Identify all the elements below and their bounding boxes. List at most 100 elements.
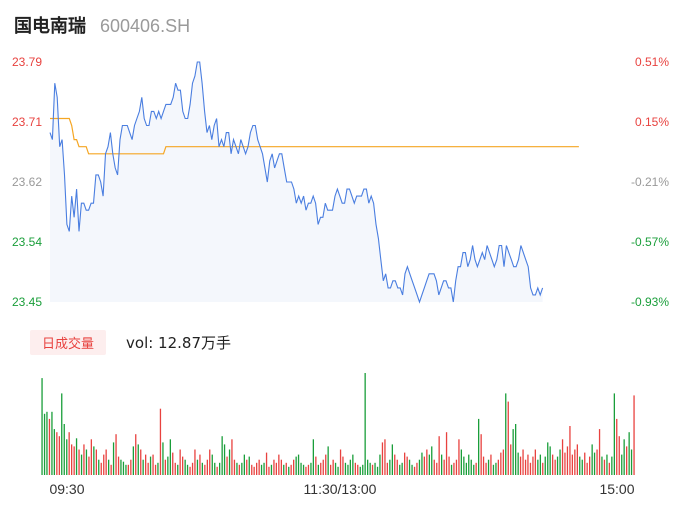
volume-bar: [186, 464, 189, 475]
x-axis-time-label: 11:30/13:00: [304, 481, 377, 497]
volume-bar: [512, 429, 514, 475]
volume-bar: [339, 449, 342, 475]
volume-bar: [532, 456, 534, 475]
volume-bar: [159, 408, 162, 475]
volume-bar: [621, 454, 623, 475]
y-axis-right-label: 0.15%: [635, 115, 669, 129]
volume-bar: [290, 464, 292, 475]
volume-bar: [280, 459, 282, 475]
stock-name: 国电南瑞: [14, 16, 86, 37]
volume-bar: [189, 466, 191, 475]
volume-bar: [80, 454, 83, 475]
volume-bar: [142, 459, 144, 475]
volume-bar: [487, 459, 490, 475]
volume-bar: [63, 424, 65, 475]
volume-bar: [332, 459, 334, 475]
volume-bar: [431, 446, 433, 475]
volume-bar: [556, 456, 559, 475]
volume-bar: [51, 411, 53, 475]
volume-bar: [228, 449, 231, 475]
volume-bar: [137, 444, 139, 475]
volume-bar: [177, 464, 179, 475]
x-axis-time-label: 09:30: [49, 481, 84, 497]
volume-bar: [576, 444, 578, 475]
volume-bar: [260, 464, 263, 475]
volume-bar: [125, 464, 127, 475]
volume-bar: [147, 462, 149, 475]
volume-bar: [433, 459, 435, 475]
volume-bar: [270, 464, 273, 475]
volume-bar: [145, 454, 147, 475]
volume-bar: [243, 454, 245, 475]
volume-bar: [135, 434, 137, 475]
y-axis-left-label: 23.71: [12, 115, 42, 129]
volume-bar: [256, 462, 258, 475]
volume-bar: [379, 454, 381, 475]
volume-bar: [127, 464, 129, 475]
volume-bar: [386, 462, 388, 475]
volume-bar: [505, 393, 507, 475]
volume-bar: [238, 464, 240, 475]
volume-bar: [162, 442, 164, 475]
volume-bar: [441, 454, 443, 475]
volume-bar: [265, 452, 268, 475]
volume-bar: [428, 454, 430, 475]
volume-bar: [519, 456, 522, 475]
volume-bar: [554, 459, 556, 475]
volume-bar: [391, 444, 393, 475]
volume-bar: [115, 434, 117, 475]
volume-bar: [105, 449, 107, 475]
volume-bar: [384, 439, 386, 475]
y-axis-left-label: 23.79: [12, 55, 42, 69]
volume-bar: [302, 464, 305, 475]
volume-bar: [246, 459, 248, 475]
volume-bar: [468, 454, 470, 475]
volume-bar: [552, 454, 554, 475]
volume-bar: [584, 452, 586, 475]
volume-bar: [140, 449, 142, 475]
y-axis-left-label: 23.45: [12, 295, 42, 309]
volume-bar: [53, 429, 55, 475]
volume-bar: [219, 462, 221, 475]
volume-bar: [623, 439, 625, 475]
volume-bar: [448, 456, 450, 475]
volume-bar: [112, 442, 115, 475]
volume-bar: [56, 432, 58, 475]
volume-bar: [297, 454, 300, 475]
volume-bar: [342, 456, 344, 475]
volume-bar: [174, 462, 176, 475]
volume-bar: [66, 439, 68, 475]
volume-bar: [152, 454, 154, 475]
volume-bar: [253, 466, 255, 475]
y-axis-left-label: 23.62: [12, 175, 42, 189]
volume-bar: [85, 449, 88, 475]
volume-bar: [611, 456, 613, 475]
volume-bar: [559, 449, 561, 475]
volume-bar: [601, 456, 603, 475]
volume-tag[interactable]: 日成交量: [30, 330, 107, 355]
volume-bar: [327, 446, 329, 475]
volume-bar: [376, 466, 379, 475]
volume-bar: [470, 459, 472, 475]
volume-bar: [78, 449, 80, 475]
volume-bar: [206, 459, 208, 475]
volume-bar: [598, 429, 601, 475]
volume-bar: [517, 452, 519, 475]
volume-bar: [167, 456, 169, 475]
volume-bar: [455, 459, 458, 475]
volume-bar: [549, 446, 551, 475]
volume-bar: [71, 444, 73, 475]
volume-bar: [337, 466, 339, 475]
volume-bar: [362, 464, 364, 475]
volume-bar: [310, 462, 312, 475]
y-axis-right-label: 0.51%: [635, 55, 669, 69]
volume-bar: [194, 449, 196, 475]
volume-bar: [603, 459, 606, 475]
volume-bar: [589, 456, 591, 475]
volume-bar: [157, 462, 159, 475]
volume-bar: [542, 462, 544, 475]
volume-bar: [586, 462, 588, 475]
volume-bar: [626, 446, 628, 475]
volume-bar: [164, 459, 166, 475]
volume-bar: [307, 464, 310, 475]
